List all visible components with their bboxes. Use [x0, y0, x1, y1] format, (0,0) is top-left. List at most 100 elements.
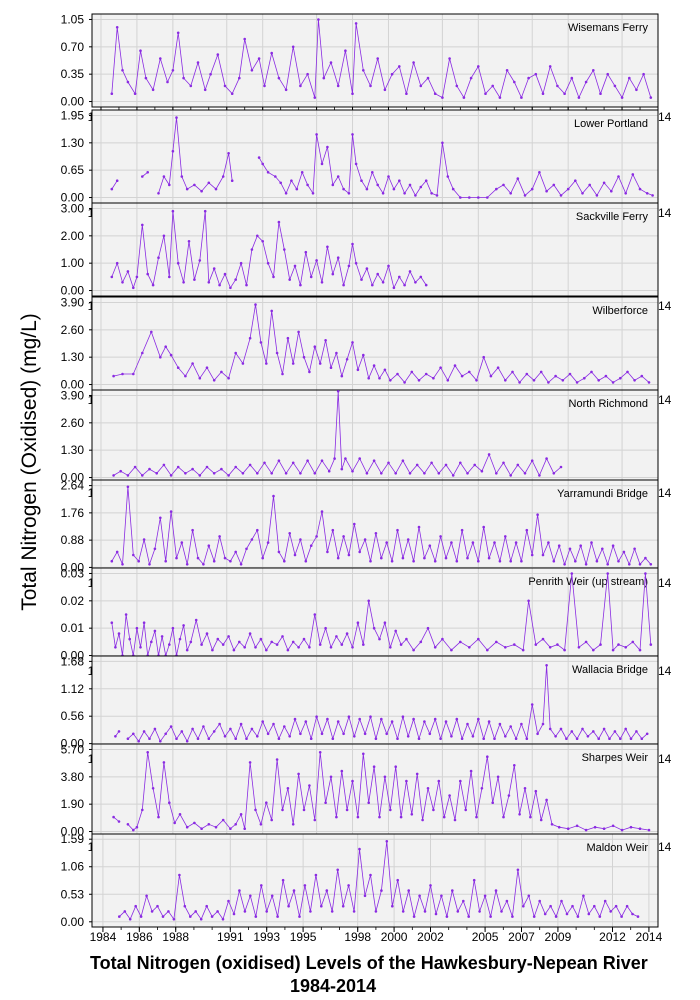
panel-7-data-point [223, 735, 227, 738]
panel-9-data-point [505, 899, 509, 903]
panel-2-data-point [309, 275, 313, 279]
panel-1-data-point [552, 183, 556, 187]
panel-8-data-point [507, 794, 511, 797]
panel-8-ytick-label-1: 1.90 [61, 797, 85, 811]
panel-9-xtick-label-0: 1984 [90, 930, 117, 944]
panel-4-ytick-label-1: 1.30 [61, 443, 85, 457]
panel-2-data-point [304, 250, 308, 254]
panel-5-data-point [498, 559, 502, 563]
panel-6-data-point [624, 646, 627, 649]
panel-9-data-point [522, 904, 525, 908]
panel-0-data-point [541, 92, 545, 95]
panel-2-data-point [198, 259, 202, 262]
panel-8-data-point [362, 752, 365, 756]
panel-7-data-point [597, 737, 600, 740]
panel-9-data-point [145, 894, 148, 898]
panel-1-data-point [227, 152, 230, 155]
panel-3-data-point [417, 379, 421, 382]
panel-5-data-point [121, 563, 124, 566]
panel-1-data-point [408, 183, 412, 187]
panel-2-data-point [229, 286, 232, 290]
panel-3-data-point [475, 379, 478, 382]
panel-9-data-point [167, 910, 170, 913]
panel-3-data-point [597, 379, 600, 382]
panel-6-data-point [631, 640, 635, 644]
panel-4-data-point [415, 463, 419, 467]
panel-3-data-point [403, 381, 406, 384]
panel-4-data-point [306, 459, 309, 463]
panel-2-data-point [135, 275, 139, 279]
panel-0-data-point [306, 72, 309, 76]
panel-2-data-point [371, 283, 374, 287]
panel-3-data-point [335, 351, 338, 355]
panel-7-data-point [283, 725, 286, 728]
panel-5-ytick-label-1: 0.88 [61, 533, 85, 547]
panel-5-data-point [530, 553, 534, 557]
panel-3-data-point [575, 381, 579, 384]
panel-9-data-point [532, 915, 536, 918]
panel-2-data-point [347, 264, 351, 268]
panel-5-data-point [514, 541, 518, 544]
panel-9-data-point [603, 899, 607, 903]
panel-4-data-point [430, 461, 433, 465]
panel-4-data-point [372, 459, 376, 463]
panel-3-data-point [308, 370, 311, 374]
panel-6-data-point [521, 648, 525, 652]
panel-5-data-point [336, 556, 340, 560]
panel-4-data-point [248, 463, 252, 467]
panel-0-data-point [344, 49, 347, 52]
panel-6-data-point [238, 640, 241, 644]
panel-8-ytick-label-3: 5.70 [61, 742, 85, 756]
panel-5-data-point [552, 559, 556, 563]
panel-5-data-point [638, 563, 642, 566]
panel-0-frame [91, 13, 659, 108]
panel-4-data-point [299, 472, 302, 475]
panel-9-data-point [598, 915, 602, 918]
panel-8-data-point [234, 823, 237, 826]
panel-8-data-point [254, 808, 257, 812]
panel-6-data-point [302, 637, 306, 641]
panel-3-data-point [259, 341, 263, 344]
panel-2-data-point [315, 259, 318, 262]
panel-0-data-point [584, 80, 588, 84]
panel-7-data-point [142, 730, 146, 733]
panel-8-data-point [529, 815, 532, 819]
panel-1-data-point [381, 192, 385, 195]
panel-7-data-point [525, 737, 529, 740]
panel-5-data-point [185, 563, 189, 566]
panel-0-data-point [115, 26, 119, 29]
panel-0-background [92, 14, 658, 107]
panel-6-data-point [324, 626, 327, 630]
panel-6-data-point [142, 621, 146, 624]
panel-7-data-point [423, 720, 426, 723]
panel-6-data-point [185, 648, 189, 652]
panel-5-data-point [169, 510, 173, 513]
panel-9-data-point [571, 904, 574, 908]
panel-0-data-point [176, 31, 180, 35]
panel-7-data-point [635, 730, 638, 733]
panel-9-xtick-label-3: 1991 [217, 930, 244, 944]
panel-4-data-point [538, 474, 541, 477]
panel-7-data-point [401, 715, 405, 718]
panel-0-data-point [171, 69, 175, 72]
panel-3-data-point [351, 341, 354, 344]
panel-8-data-point [265, 801, 268, 804]
panel-9-xtick-label-13: 2014 [636, 930, 663, 944]
panel-5-data-point [239, 563, 243, 566]
panel-1-data-point [376, 183, 380, 187]
panel-0-data-point [329, 61, 333, 64]
panel-5-data-point [261, 556, 265, 560]
panel-9-data-point [172, 917, 176, 921]
panel-5-data-point [460, 528, 464, 532]
panel-5-data-point [466, 556, 469, 560]
panel-1-data-point [300, 171, 304, 174]
panel-2-data-point [223, 272, 227, 276]
panel-7-data-point [477, 717, 480, 721]
panel-8-data-point [117, 820, 121, 823]
panel-0-data-point [336, 84, 340, 88]
panel-9-data-point [369, 873, 372, 877]
panel-2-data-point [121, 281, 124, 284]
panel-0-data-point [351, 92, 354, 95]
panel-9-ytick-label-0: 0.00 [61, 915, 85, 929]
panel-9-data-point [347, 884, 350, 887]
